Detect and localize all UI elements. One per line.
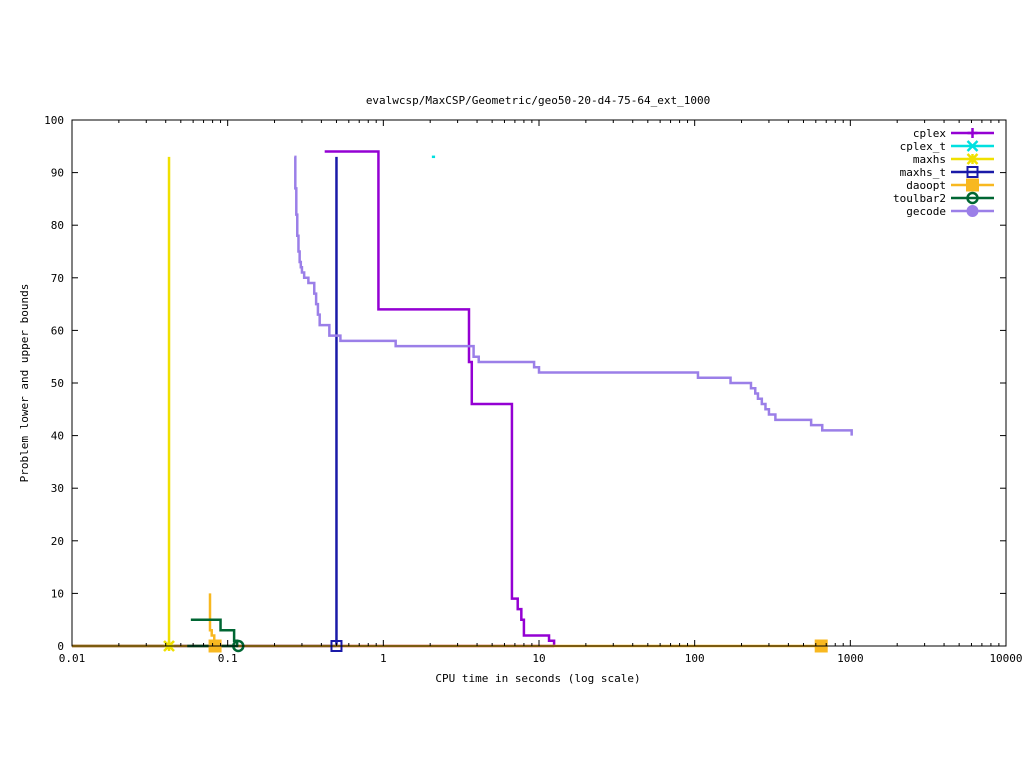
y-tick-label: 80 (51, 219, 64, 232)
legend: cplexcplex_tmaxhsmaxhs_tdaoopttoulbar2ge… (893, 127, 994, 218)
legend-item-cplex-t: cplex_t (900, 140, 994, 153)
marker-shape (966, 166, 979, 178)
series-daoopt-upper-line (208, 593, 216, 646)
legend-label: daoopt (906, 179, 946, 192)
series-cplex-upper-line (324, 150, 556, 646)
y-tick-label: 20 (51, 535, 64, 548)
y-tick-label: 10 (51, 587, 64, 600)
chart-title: evalwcsp/MaxCSP/Geometric/geo50-20-d4-75… (366, 94, 710, 107)
legend-label: maxhs_t (900, 166, 946, 179)
x-tick-label: 1 (380, 652, 387, 665)
marker-shape (966, 191, 979, 205)
legend-label: toulbar2 (893, 192, 946, 205)
y-tick-label: 70 (51, 272, 64, 285)
y-tick-label: 100 (44, 114, 64, 127)
legend-item-maxhs: maxhs (913, 153, 994, 166)
marker-stroke (966, 153, 979, 165)
y-tick-label: 60 (51, 324, 64, 337)
legend-swatch-marker (966, 140, 979, 152)
x-tick-label: 1000 (837, 652, 864, 665)
legend-label: cplex (913, 127, 946, 140)
y-tick-label: 30 (51, 482, 64, 495)
x-tick-label: 100 (685, 652, 705, 665)
y-tick-label: 0 (57, 640, 64, 653)
legend-swatch-marker (967, 128, 978, 138)
legend-item-daoopt: daoopt (906, 178, 994, 192)
legend-item-toulbar2: toulbar2 (893, 191, 994, 205)
x-tick-label: 10000 (989, 652, 1022, 665)
legend-label: cplex_t (900, 140, 946, 153)
x-tick-label: 0.1 (218, 652, 238, 665)
marker-stroke (966, 140, 979, 152)
legend-swatch-marker (966, 153, 979, 165)
marker-shape (966, 178, 979, 192)
plot-frame (71, 119, 1007, 647)
legend-swatch-marker (966, 166, 979, 178)
legend-item-cplex: cplex (913, 127, 994, 140)
series-gecode-upper-line (294, 155, 853, 436)
x-tick-label: 0.01 (59, 652, 86, 665)
marker-shape (966, 205, 979, 217)
x-tick-label: 10 (532, 652, 545, 665)
y-tick-label: 90 (51, 167, 64, 180)
y-axis-label: Problem lower and upper bounds (18, 284, 31, 483)
y-tick-label: 40 (51, 430, 64, 443)
ticks-layer: 0 10 20 30 40 50 60 70 80 90 100 0.01 0.1 1 10 100 1000 1… (44, 114, 1022, 665)
y-tick-label: 50 (51, 377, 64, 390)
legend-swatch-marker (966, 191, 979, 205)
legend-label: gecode (906, 205, 946, 218)
legend-swatch-marker (966, 178, 979, 192)
legend-item-gecode: gecode (906, 205, 994, 218)
legend-item-maxhs-t: maxhs_t (900, 166, 994, 179)
series-layer (72, 150, 853, 648)
legend-swatch-marker (966, 205, 979, 217)
x-axis-label: CPU time in seconds (log scale) (435, 672, 640, 685)
legend-label: maxhs (913, 153, 946, 166)
